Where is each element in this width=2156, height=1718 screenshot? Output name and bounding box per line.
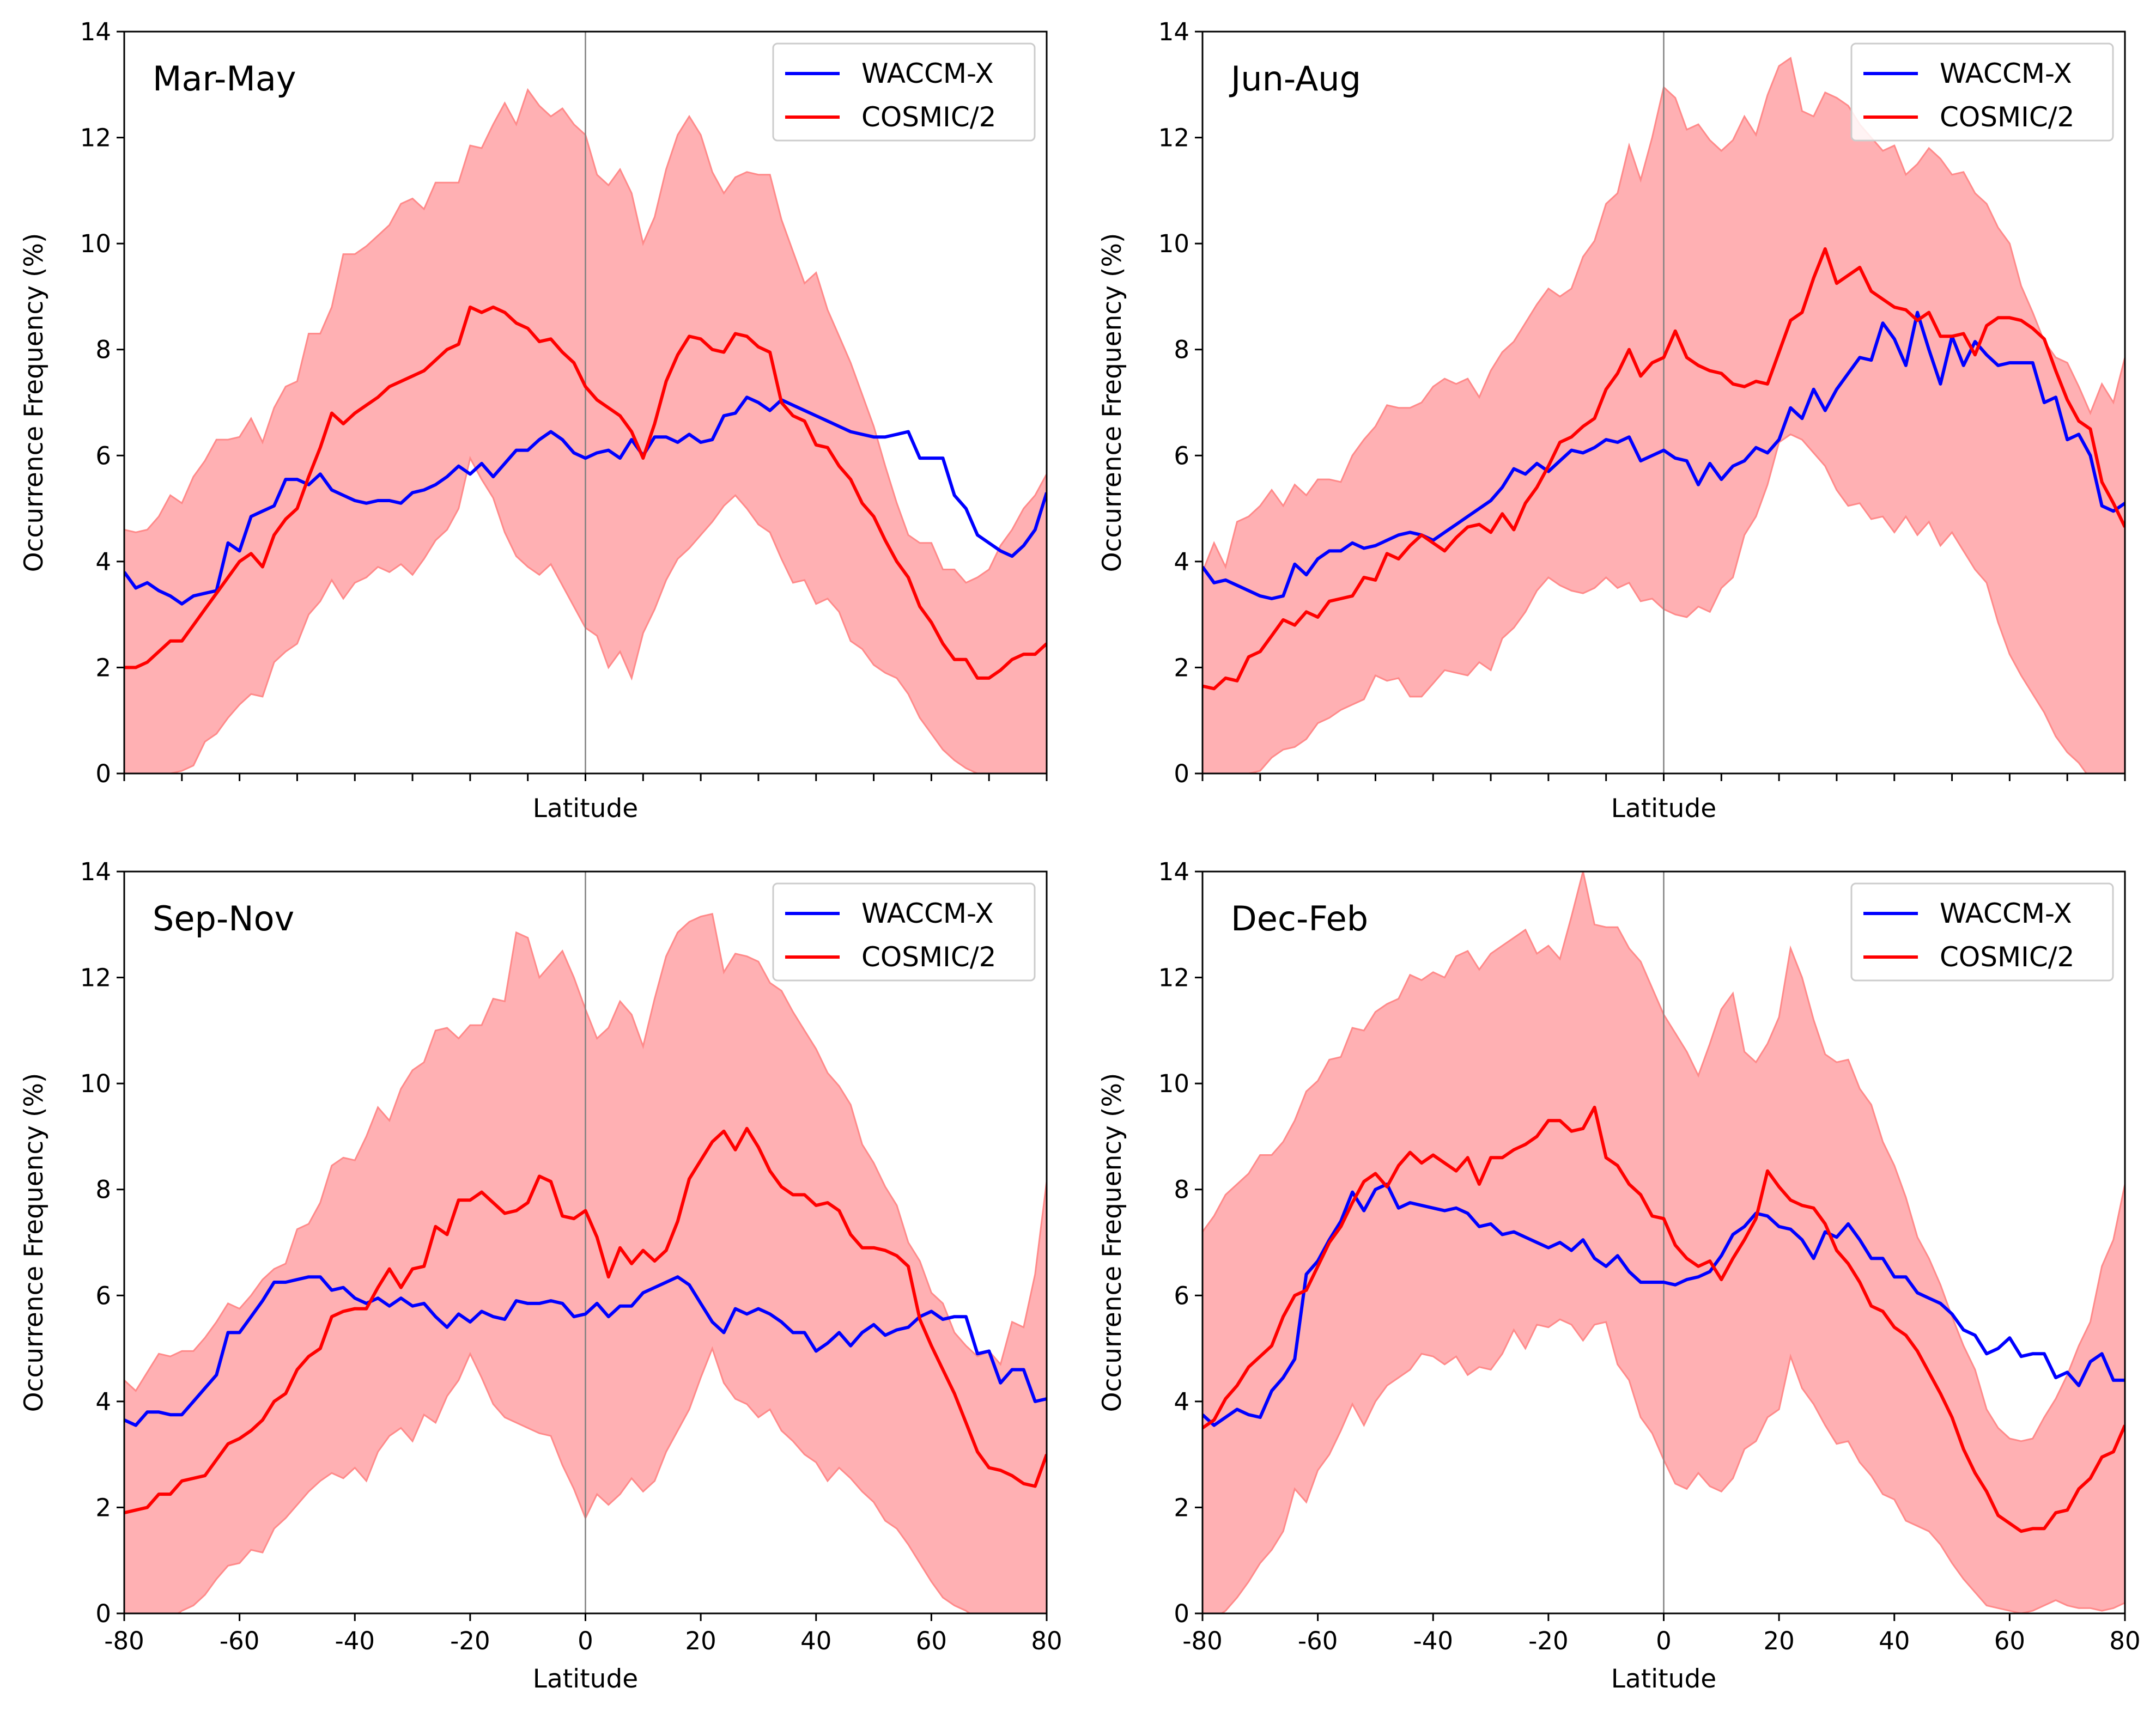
xtick-label-dec-feb: 20: [1763, 1626, 1794, 1655]
ytick-label-mar-may: 8: [95, 336, 111, 364]
legend-label-waccm-x-jun-aug: WACCM-X: [1940, 58, 2072, 89]
ytick-label-sep-nov: 6: [95, 1281, 111, 1310]
legend-sep-nov: WACCM-X COSMIC/2: [772, 882, 1036, 982]
ytick-label-mar-may: 14: [80, 17, 111, 46]
legend-mar-may: WACCM-X COSMIC/2: [772, 42, 1036, 142]
plot-area-sep-nov: [124, 872, 1047, 1613]
xtick-label-dec-feb: -40: [1413, 1626, 1454, 1655]
xtick-label-dec-feb: -20: [1528, 1626, 1569, 1655]
ytick-label-sep-nov: 2: [95, 1493, 111, 1522]
legend-label-cosmic-2-mar-may: COSMIC/2: [861, 101, 996, 133]
xtick-label-dec-feb: 0: [1656, 1626, 1672, 1655]
xlabel-jun-aug: Latitude: [1611, 794, 1716, 824]
xtick-label-dec-feb: 60: [1994, 1626, 2025, 1655]
series-line-cosmic-2-sep-nov: [124, 1126, 1047, 1515]
ytick-label-mar-may: 6: [95, 441, 111, 470]
xtick-label-sep-nov: 60: [916, 1626, 947, 1655]
ytick-label-sep-nov: 10: [80, 1069, 111, 1098]
xtick-label-sep-nov: 0: [578, 1626, 593, 1655]
panel-jun-aug: 0 2 4 6 8 10 12 14 Latitude Occurrence Frequency …: [1097, 17, 2126, 824]
ytick-label-dec-feb: 0: [1174, 1599, 1189, 1628]
xtick-label-sep-nov: 20: [685, 1626, 716, 1655]
xtick-label-dec-feb: -80: [1182, 1626, 1223, 1655]
panels: 0 2 4 6 8 10 12 14 Latitude Occurrence Frequency …: [19, 17, 2141, 1694]
panel-mar-may: 0 2 4 6 8 10 12 14 Latitude Occurrence Frequency …: [19, 17, 1048, 824]
ytick-label-dec-feb: 10: [1158, 1069, 1189, 1098]
xlabel-dec-feb: Latitude: [1611, 1664, 1716, 1694]
ytick-label-jun-aug: 4: [1174, 547, 1189, 576]
panel-title-jun-aug: Jun-Aug: [1229, 59, 1361, 99]
xtick-label-sep-nov: -80: [104, 1626, 144, 1655]
ylabel-sep-nov: Occurrence Frequency (%): [19, 1073, 49, 1412]
series-line-cosmic-2-mar-may: [124, 305, 1047, 680]
ytick-label-jun-aug: 14: [1158, 17, 1189, 46]
legend-label-cosmic-2-dec-feb: COSMIC/2: [1940, 941, 2074, 973]
xtick-label-sep-nov: -60: [220, 1626, 260, 1655]
ytick-label-jun-aug: 8: [1174, 336, 1189, 364]
series-line-waccm-x-sep-nov: [124, 1275, 1047, 1427]
panel-title-sep-nov: Sep-Nov: [153, 899, 294, 939]
legend-dec-feb: WACCM-X COSMIC/2: [1850, 882, 2114, 982]
panel-dec-feb: 0 2 4 6 8 10 12 14 -80 -60 -40 -20 0 20 40 60 80 Latitude…: [1097, 857, 2141, 1694]
ytick-label-sep-nov: 14: [80, 857, 111, 886]
ytick-label-sep-nov: 8: [95, 1175, 111, 1204]
ytick-label-jun-aug: 0: [1174, 759, 1189, 788]
ytick-label-jun-aug: 12: [1158, 124, 1189, 153]
legend-label-waccm-x-mar-may: WACCM-X: [861, 58, 994, 89]
series-line-cosmic-2-dec-feb: [1202, 1105, 2125, 1533]
ylabel-mar-may: Occurrence Frequency (%): [19, 233, 49, 572]
ytick-label-dec-feb: 8: [1174, 1175, 1189, 1204]
ytick-label-dec-feb: 12: [1158, 964, 1189, 992]
xtick-label-dec-feb: 40: [1879, 1626, 1910, 1655]
ytick-label-sep-nov: 4: [95, 1387, 111, 1416]
legend-label-cosmic-2-sep-nov: COSMIC/2: [861, 941, 996, 973]
ytick-label-mar-may: 4: [95, 547, 111, 576]
plot-area-mar-may: [124, 32, 1047, 773]
xtick-label-dec-feb: -60: [1298, 1626, 1338, 1655]
ytick-label-dec-feb: 14: [1158, 857, 1189, 886]
xtick-label-sep-nov: -20: [450, 1626, 490, 1655]
legend-label-cosmic-2-jun-aug: COSMIC/2: [1940, 101, 2074, 133]
ytick-label-dec-feb: 2: [1174, 1493, 1189, 1522]
ytick-label-dec-feb: 6: [1174, 1281, 1189, 1310]
ytick-label-mar-may: 10: [80, 229, 111, 258]
panel-sep-nov: 0 2 4 6 8 10 12 14 -80 -60 -40 -20 0 20 40 60 80 Latitude…: [19, 857, 1062, 1694]
ytick-label-sep-nov: 0: [95, 1599, 111, 1628]
xtick-label-dec-feb: 80: [2109, 1626, 2140, 1655]
xlabel-mar-may: Latitude: [533, 794, 638, 824]
panel-title-mar-may: Mar-May: [153, 59, 296, 99]
legend-label-waccm-x-dec-feb: WACCM-X: [1940, 898, 2072, 929]
xtick-label-sep-nov: 80: [1031, 1626, 1062, 1655]
ylabel-dec-feb: Occurrence Frequency (%): [1097, 1073, 1127, 1412]
xlabel-sep-nov: Latitude: [533, 1664, 638, 1694]
legend-jun-aug: WACCM-X COSMIC/2: [1850, 42, 2114, 142]
series-line-cosmic-2-jun-aug: [1202, 247, 2125, 691]
ytick-label-mar-may: 2: [95, 653, 111, 682]
ytick-label-mar-may: 0: [95, 759, 111, 788]
series-line-waccm-x-mar-may: [124, 395, 1047, 606]
xtick-label-sep-nov: -40: [335, 1626, 375, 1655]
ylabel-jun-aug: Occurrence Frequency (%): [1097, 233, 1127, 572]
ytick-label-jun-aug: 10: [1158, 229, 1189, 258]
ytick-label-mar-may: 12: [80, 124, 111, 153]
panel-title-dec-feb: Dec-Feb: [1231, 899, 1368, 939]
ytick-label-sep-nov: 12: [80, 964, 111, 992]
plot-area-dec-feb: [1202, 872, 2125, 1613]
ytick-label-dec-feb: 4: [1174, 1387, 1189, 1416]
plot-area-jun-aug: [1202, 32, 2125, 773]
ytick-label-jun-aug: 2: [1174, 653, 1189, 682]
xtick-label-sep-nov: 40: [800, 1626, 831, 1655]
legend-label-waccm-x-sep-nov: WACCM-X: [861, 898, 994, 929]
ytick-label-jun-aug: 6: [1174, 441, 1189, 470]
